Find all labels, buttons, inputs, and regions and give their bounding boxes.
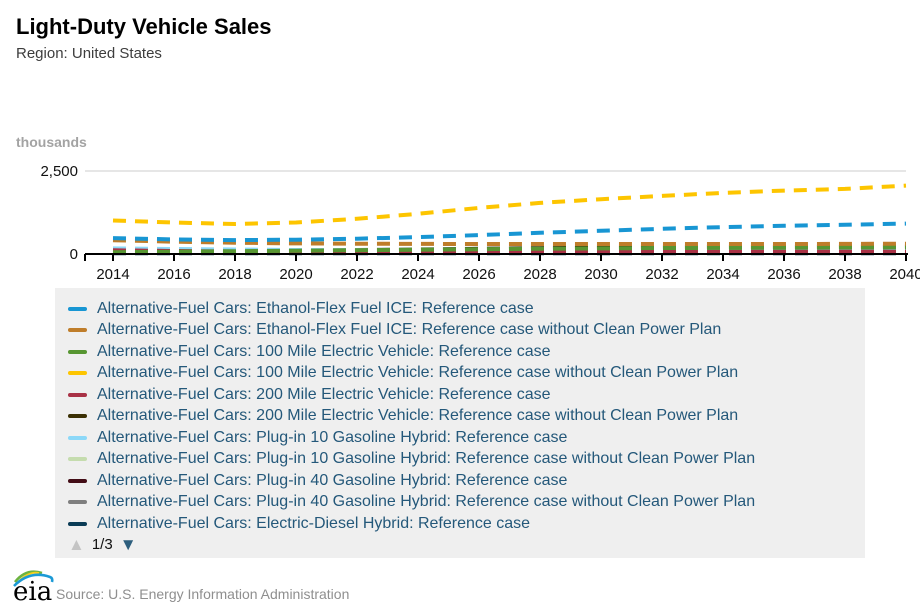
x-tick-label: 2016 (157, 266, 190, 283)
legend-item: Alternative-Fuel Cars: Plug-in 40 Gasoli… (68, 492, 865, 514)
legend-dash-swatch (68, 349, 87, 354)
x-tick-label: 2020 (279, 266, 312, 283)
series-line (112, 183, 907, 227)
x-tick-label: 2028 (523, 266, 556, 283)
x-tick-label: 2024 (401, 266, 434, 283)
legend-item-label: Alternative-Fuel Cars: Plug-in 10 Gasoli… (97, 450, 756, 468)
legend-dash-swatch (68, 414, 87, 419)
legend-item: Alternative-Fuel Cars: 100 Mile Electric… (68, 363, 865, 385)
legend-item: Alternative-Fuel Cars: 100 Mile Electric… (68, 341, 865, 363)
legend-page-down-icon[interactable]: ▼ (119, 535, 137, 554)
page-title: Light-Duty Vehicle Sales (16, 14, 272, 39)
legend-item-label: Alternative-Fuel Cars: Ethanol-Flex Fuel… (97, 321, 722, 339)
x-tick-label: 2038 (828, 266, 861, 283)
legend-item-label: Alternative-Fuel Cars: Plug-in 40 Gasoli… (97, 493, 756, 511)
series-line (112, 238, 907, 246)
x-tick-label: 2022 (340, 266, 373, 283)
y-tick-label: 0 (70, 246, 78, 263)
legend-list: Alternative-Fuel Cars: Ethanol-Flex Fuel… (68, 298, 865, 535)
eia-logo-blue-arc (13, 573, 54, 587)
legend-dash-swatch (68, 371, 87, 376)
legend-page-indicator: 1/3 (91, 536, 113, 553)
legend-item: Alternative-Fuel Cars: Electric-Diesel H… (68, 513, 865, 535)
legend-item: Alternative-Fuel Cars: Plug-in 10 Gasoli… (68, 427, 865, 449)
legend-item-label: Alternative-Fuel Cars: Plug-in 10 Gasoli… (97, 428, 568, 446)
legend-panel: Alternative-Fuel Cars: Ethanol-Flex Fuel… (55, 288, 865, 558)
x-tick-label: 2018 (218, 266, 251, 283)
legend-pagination: ▲ 1/3 ▼ (68, 536, 137, 553)
x-tick-label: 2032 (645, 266, 678, 283)
x-tick-label: 2014 (96, 266, 129, 283)
legend-item-label: Alternative-Fuel Cars: 100 Mile Electric… (97, 342, 551, 360)
eia-logo-green-arc (13, 570, 43, 583)
legend-item: Alternative-Fuel Cars: Ethanol-Flex Fuel… (68, 320, 865, 342)
legend-item: Alternative-Fuel Cars: Ethanol-Flex Fuel… (68, 298, 865, 320)
x-tick-label: 2036 (767, 266, 800, 283)
sales-chart: 0 2,500 2014 2016 2018 2020 2022 2024 2026 2028 20… (40, 163, 920, 283)
y-axis-unit-label: thousands (16, 134, 87, 150)
x-tick-label: 2040 (889, 266, 920, 283)
series-line (112, 221, 907, 243)
legend-dash-swatch (68, 435, 87, 440)
legend-item-label: Alternative-Fuel Cars: 200 Mile Electric… (97, 407, 739, 425)
series-line (112, 245, 907, 255)
legend-page-up-icon[interactable]: ▲ (68, 535, 85, 554)
legend-item-label: Alternative-Fuel Cars: Ethanol-Flex Fuel… (97, 299, 534, 317)
x-tick-label: 2030 (584, 266, 617, 283)
x-tick-label: 2026 (462, 266, 495, 283)
eia-logo-text: eia (13, 577, 52, 606)
legend-dash-swatch (68, 328, 87, 333)
legend-item: Alternative-Fuel Cars: 200 Mile Electric… (68, 406, 865, 428)
legend-item: Alternative-Fuel Cars: 200 Mile Electric… (68, 384, 865, 406)
source-attribution: Source: U.S. Energy Information Administ… (56, 586, 350, 602)
legend-item-label: Alternative-Fuel Cars: 100 Mile Electric… (97, 364, 739, 382)
legend-dash-swatch (68, 521, 87, 526)
region-subtitle: Region: United States (16, 45, 162, 62)
x-tick-label: 2034 (706, 266, 739, 283)
legend-dash-swatch (68, 478, 87, 483)
legend-item-label: Alternative-Fuel Cars: 200 Mile Electric… (97, 385, 551, 403)
legend-item-label: Alternative-Fuel Cars: Plug-in 40 Gasoli… (97, 471, 568, 489)
y-tick-label: 2,500 (40, 163, 78, 180)
legend-item-label: Alternative-Fuel Cars: Electric-Diesel H… (97, 514, 531, 532)
legend-dash-swatch (68, 392, 87, 397)
legend-item: Alternative-Fuel Cars: Plug-in 10 Gasoli… (68, 449, 865, 471)
legend-item: Alternative-Fuel Cars: Plug-in 40 Gasoli… (68, 470, 865, 492)
legend-dash-swatch (68, 306, 87, 311)
legend-dash-swatch (68, 457, 87, 462)
legend-dash-swatch (68, 500, 87, 505)
eia-logo: eia (13, 570, 54, 606)
